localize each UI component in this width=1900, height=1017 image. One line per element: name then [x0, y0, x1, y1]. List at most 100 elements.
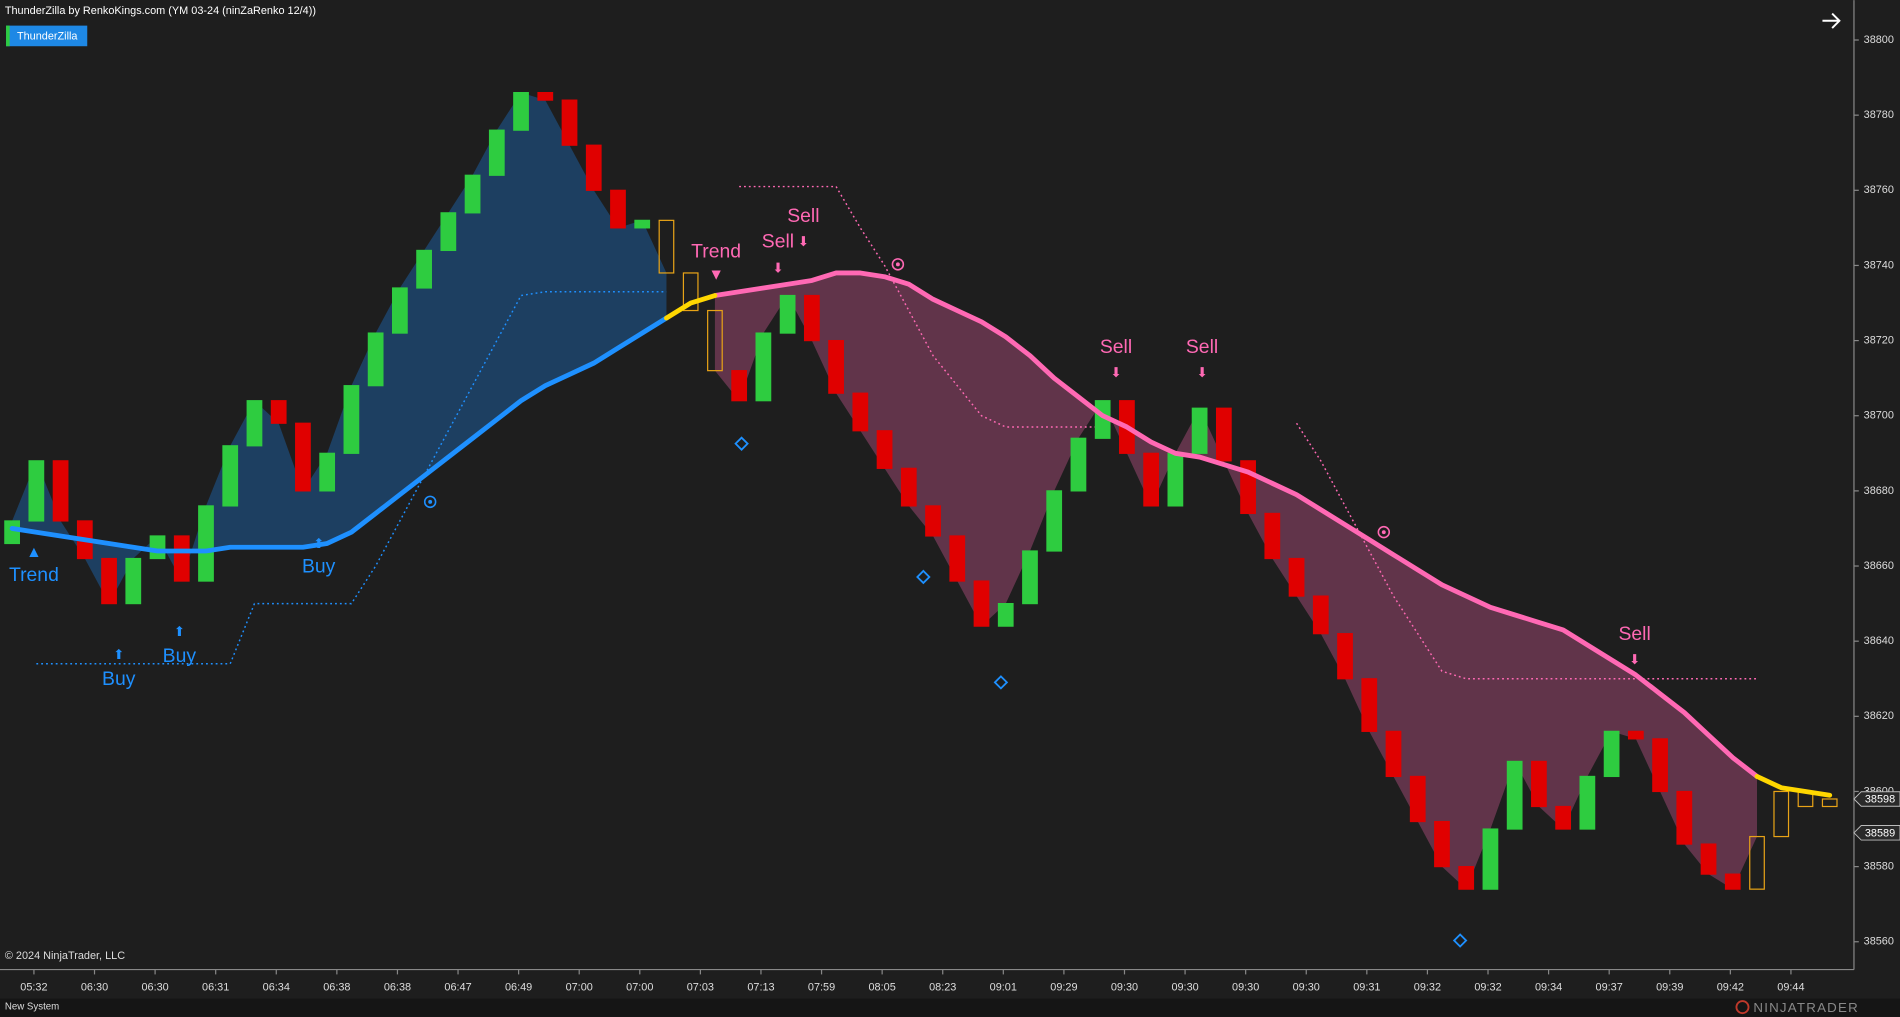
tab-stripe — [6, 25, 10, 47]
renko-brick — [367, 332, 384, 387]
x-tick-label: 08:23 — [929, 982, 956, 994]
renko-brick — [1312, 595, 1329, 635]
y-tick-label: 38760 — [1864, 184, 1894, 196]
renko-brick — [1749, 835, 1765, 890]
signal-arrow: ⬆ — [174, 624, 185, 639]
signal-arrow: ⬇ — [1196, 365, 1207, 380]
renko-brick — [852, 392, 869, 432]
trend-line — [9, 315, 669, 554]
renko-brick — [949, 535, 966, 582]
signal-target-dot — [428, 499, 433, 504]
renko-brick — [488, 129, 505, 176]
status-tab[interactable]: New System — [5, 1002, 59, 1013]
renko-brick — [1288, 557, 1305, 597]
renko-brick — [1821, 798, 1838, 808]
renko-brick — [803, 294, 820, 342]
trend-cloud — [714, 272, 1758, 890]
status-bar — [0, 998, 1900, 1017]
renko-brick — [1046, 490, 1063, 552]
signal-label: Sell — [1618, 623, 1650, 645]
x-tick-label: 09:31 — [1353, 982, 1380, 994]
x-tick-label: 09:34 — [1535, 982, 1562, 994]
signal-label: Sell — [787, 205, 819, 227]
renko-brick — [222, 445, 239, 507]
signal-label: Sell — [1186, 336, 1218, 358]
renko-brick — [1579, 775, 1596, 830]
x-tick-label: 09:29 — [1050, 982, 1077, 994]
renko-brick — [1361, 678, 1378, 732]
renko-brick — [101, 557, 117, 605]
renko-brick — [828, 339, 844, 394]
renko-brick — [464, 174, 481, 214]
price-marker-label: 38589 — [1865, 827, 1895, 839]
renko-brick — [319, 452, 336, 492]
signal-diamond — [993, 675, 1009, 690]
renko-brick — [1385, 730, 1402, 778]
collapse-arrow[interactable] — [1822, 12, 1841, 29]
signal-diamond — [1452, 933, 1468, 948]
signal-target — [423, 495, 437, 509]
x-tick-label: 07:03 — [687, 982, 714, 994]
renko-brick — [246, 400, 263, 447]
renko-brick — [343, 385, 360, 454]
x-tick-label: 09:44 — [1777, 982, 1804, 994]
y-tick-label: 38780 — [1864, 109, 1894, 121]
x-tick-label: 06:30 — [81, 982, 108, 994]
renko-brick — [973, 580, 990, 627]
x-tick-label: 06:30 — [141, 982, 168, 994]
signal-target-dot — [895, 262, 900, 267]
renko-brick — [1337, 633, 1353, 680]
signal-diamond — [916, 569, 931, 585]
signal-label: Trend — [9, 564, 59, 586]
x-tick-label: 07:00 — [626, 982, 653, 994]
signal-label: Buy — [163, 645, 197, 667]
renko-brick — [270, 400, 287, 424]
renko-brick — [28, 460, 45, 522]
y-tick-label: 38560 — [1864, 936, 1894, 948]
renko-brick — [1555, 805, 1572, 830]
indicator-tab[interactable] — [6, 25, 88, 47]
renko-brick — [779, 294, 796, 334]
renko-brick — [682, 272, 699, 312]
x-tick-label: 09:39 — [1656, 982, 1683, 994]
renko-brick — [391, 287, 408, 334]
x-tick-label: 06:34 — [263, 982, 290, 994]
x-tick-label: 09:30 — [1171, 982, 1198, 994]
signal-arrow: ▼ — [708, 266, 724, 283]
renko-brick — [125, 557, 142, 605]
plot-area: Trend ▲ Buy ⬆ Buy ⬆ Buy ⬆ Trend ▼ Sell ⬇ Sell ⬇ Sell ⬇ S… — [4, 92, 1838, 948]
renko-brick — [1264, 512, 1281, 560]
x-tick-label: 07:00 — [566, 982, 593, 994]
x-tick-label: 06:38 — [384, 982, 411, 994]
renko-brick — [634, 219, 651, 229]
price-marker-label: 38598 — [1865, 793, 1895, 805]
trend-cloud — [12, 92, 667, 604]
y-tick-label: 38620 — [1864, 710, 1894, 722]
trend-line — [712, 270, 1760, 779]
renko-brick — [1700, 843, 1717, 875]
signal-label: Buy — [102, 668, 136, 690]
renko-brick — [1482, 828, 1499, 890]
renko-brick — [585, 144, 602, 191]
x-tick-label: 08:05 — [869, 982, 896, 994]
x-tick-label: 06:49 — [505, 982, 532, 994]
indicator-tab-label[interactable]: ThunderZilla — [17, 30, 78, 42]
renko-brick — [295, 422, 311, 492]
y-tick-label: 38580 — [1864, 860, 1894, 872]
x-tick-label: 09:30 — [1232, 982, 1259, 994]
y-tick-label: 38740 — [1864, 259, 1894, 271]
signal-target — [891, 258, 905, 271]
signal-arrow: ⬇ — [1629, 652, 1640, 667]
renko-brick — [537, 92, 554, 101]
renko-brick — [731, 370, 748, 402]
x-tick-label: 09:32 — [1474, 982, 1501, 994]
signal-label: Sell — [762, 231, 794, 253]
signal-arrow: ⬆ — [313, 536, 324, 551]
x-tick-label: 09:01 — [990, 982, 1017, 994]
signal-arrow: ⬆ — [113, 647, 124, 662]
price-marker — [1853, 825, 1900, 841]
copyright: © 2024 NinjaTrader, LLC — [5, 950, 125, 962]
